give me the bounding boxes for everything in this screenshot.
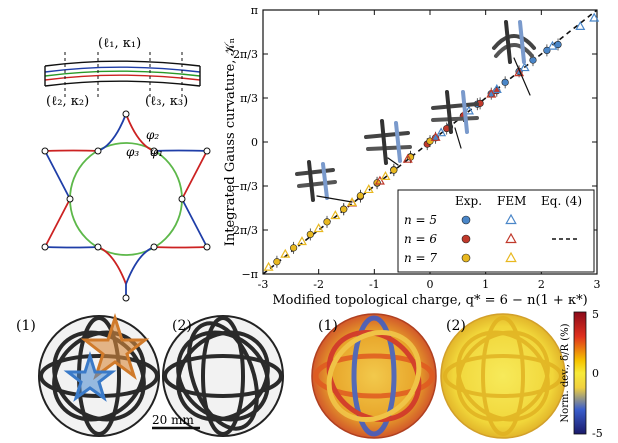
legend-row-n7: n = 7 [404, 251, 437, 265]
data-point-exp [554, 40, 562, 49]
legend-marker-fem [505, 251, 517, 263]
data-point-fem [491, 84, 502, 94]
data-point-fem [380, 171, 391, 180]
data-point-fem [463, 105, 474, 115]
data-point-fem [547, 40, 558, 50]
data-point-fem [313, 223, 324, 233]
x-tick-label: 1 [482, 278, 489, 291]
data-point-exp [529, 56, 537, 64]
data-point-exp [290, 244, 298, 252]
deviation-sphere-2 [440, 313, 566, 439]
x-tick-label: -3 [258, 278, 269, 291]
colorbar-label: Norm. dev., δ/R (%) [560, 323, 571, 422]
colorbar-gradient [573, 311, 587, 435]
x-tick-label: -1 [369, 278, 380, 291]
y-axis-label: Integrated Gauss curvature, 𝒦ₙ [223, 38, 238, 247]
data-point-fem [363, 184, 374, 194]
legend-marker-exp [461, 234, 471, 244]
inset-structure-2 [364, 119, 412, 165]
data-point-exp [390, 166, 398, 174]
data-point-fem [402, 153, 413, 163]
strip-label-1: (ℓ₂, κ₂) [46, 94, 89, 109]
data-point-fem [575, 21, 586, 30]
x-tick-label: 0 [427, 278, 434, 291]
y-tick-label: −2π/3 [224, 224, 258, 237]
x-axis-label: Modified topological charge, q* = 6 − n(… [272, 293, 587, 308]
panel-label-bottom-1: (1) [16, 318, 36, 334]
y-axis-ticks: −π −2π/3 −π/3 0 π/3 2π/3 π [224, 4, 597, 281]
deviation-sphere-1 [311, 313, 437, 439]
data-point-fem [589, 12, 600, 22]
y-tick-label: −π [242, 268, 258, 281]
data-point-exp [306, 230, 314, 239]
scale-bar-label: 20 mm [152, 413, 194, 427]
strip-schematic: (ℓ₁, κ₁) (ℓ₂, κ₂) (ℓ₃, κ₃) [44, 36, 201, 109]
gauss-curvature-chart: −π −2π/3 −π/3 0 π/3 2π/3 π -3 -2 -1 0 1 2 3 [223, 4, 601, 308]
legend-header-exp: Exp. [455, 194, 482, 208]
panel-label-bottom-4: (2) [446, 318, 466, 334]
data-point-fem [486, 88, 497, 98]
chart-legend: Exp. FEM Eq. (4) n = 5 n = 6 n = 7 [397, 189, 595, 273]
data-point-exp [501, 78, 509, 86]
legend-marker-exp [461, 253, 471, 263]
data-point-fem [374, 175, 385, 185]
data-point-exp [323, 218, 331, 226]
x-tick-label: 3 [594, 278, 601, 291]
angle-label-phi3: φ₃ [126, 145, 139, 159]
x-tick-label: 2 [538, 278, 545, 291]
legend-row-n5: n = 5 [404, 213, 437, 227]
data-point-fem [430, 131, 441, 141]
legend-marker-fem [505, 213, 517, 225]
colorbar-tick-max: 5 [592, 308, 599, 321]
data-point-exp [356, 192, 365, 200]
structure-insets [295, 20, 536, 203]
data-point-fem [514, 67, 525, 77]
legend-marker-exp [461, 215, 471, 225]
x-tick-label: -2 [313, 278, 324, 291]
theory-line [262, 9, 598, 275]
colorbar-tick-zero: 0 [592, 367, 599, 380]
data-point-fem [263, 261, 274, 271]
legend-box [397, 189, 595, 273]
x-axis-ticks: -3 -2 -1 0 1 2 3 [258, 10, 601, 291]
colorbar-tick-min: -5 [592, 427, 603, 440]
inset-structure-4 [492, 20, 536, 64]
strip-label-2: (ℓ₁, κ₁) [98, 36, 141, 51]
legend-row-n6: n = 6 [404, 232, 437, 246]
data-point-exp [273, 258, 281, 266]
angle-label-phi1: φ₁ [150, 145, 163, 159]
data-point-fem [330, 210, 341, 220]
bottom-panel-2-sphere [162, 315, 284, 437]
panel-label-bottom-2: (2) [172, 318, 192, 334]
strip-label-3: (ℓ₃, κ₃) [145, 94, 188, 109]
legend-header-fem: FEM [497, 194, 526, 208]
data-point-exp [340, 205, 348, 213]
data-point-fem [519, 62, 530, 72]
y-tick-label: π [251, 4, 258, 17]
inset-structure-1 [295, 160, 337, 202]
y-tick-label: −π/3 [231, 180, 258, 193]
legend-marker-fem [505, 232, 517, 244]
data-point-fem [280, 248, 291, 258]
y-tick-label: π/3 [240, 92, 258, 105]
scale-bar: 20 mm [152, 413, 200, 430]
star-network-diagram: φ₂ φ₃ φ₁ [41, 110, 211, 302]
colorbar: 5 0 -5 Norm. dev., δ/R (%) [560, 308, 603, 440]
panel-label-bottom-3: (1) [318, 318, 338, 334]
inset-structure-3 [431, 90, 479, 134]
angle-label-phi2: φ₂ [146, 128, 159, 142]
legend-marks [461, 213, 517, 263]
y-tick-label: 2π/3 [233, 48, 258, 61]
data-point-fem [296, 236, 307, 246]
data-point-fem [436, 127, 447, 137]
y-tick-label: 0 [251, 136, 258, 149]
legend-header-eq4: Eq. (4) [541, 194, 582, 208]
bottom-panel-1-sphere [38, 313, 160, 437]
